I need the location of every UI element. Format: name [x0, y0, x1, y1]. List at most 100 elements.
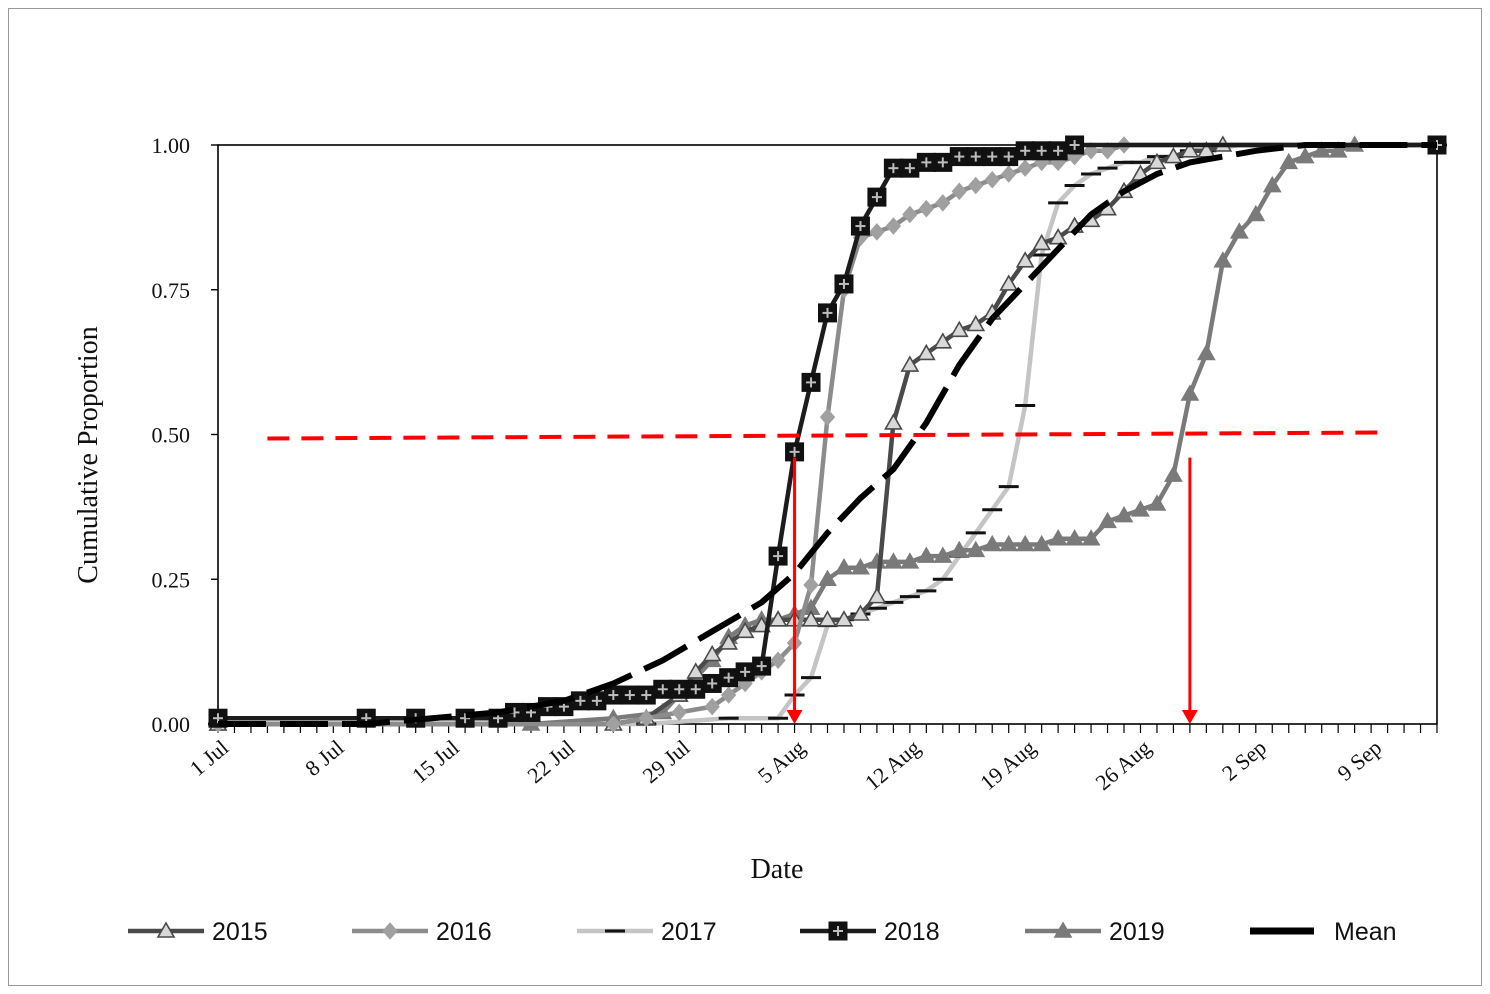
data-point: [770, 651, 786, 670]
data-point: [1279, 152, 1299, 170]
data-point: [686, 679, 706, 699]
triangle-marker: [966, 540, 986, 558]
x-tick-label: 15 Jul: [407, 735, 464, 788]
triangle-marker: [1048, 529, 1068, 546]
triangle-marker: [999, 534, 1019, 552]
data-point: [818, 303, 837, 323]
diamond-marker: [1001, 165, 1017, 183]
data-point: [719, 633, 739, 650]
data-point: [949, 147, 969, 167]
triangle-marker: [1196, 343, 1216, 361]
data-point: [671, 703, 687, 722]
data-point: [1015, 141, 1035, 161]
data-point: [1048, 529, 1068, 546]
diamond-marker: [803, 576, 819, 594]
data-point: [382, 922, 398, 940]
data-point: [966, 540, 986, 558]
data-point: [1001, 165, 1017, 183]
median-date-arrow: [786, 457, 803, 724]
median-date-arrow: [1181, 457, 1198, 724]
data-point: [916, 546, 936, 563]
arrow-head: [1181, 710, 1198, 724]
triangle-marker: [834, 558, 854, 575]
triangle-marker: [982, 534, 1002, 552]
diamond-marker: [918, 199, 935, 218]
legend-label: 2016: [436, 918, 492, 946]
triangle-marker: [1053, 921, 1073, 938]
data-point: [984, 170, 1000, 189]
data-point: [884, 413, 903, 430]
diamond-marker: [935, 194, 951, 212]
data-point: [884, 552, 903, 569]
data-point: [916, 152, 936, 172]
data-point: [735, 662, 755, 682]
y-tick-label: 1.00: [152, 133, 191, 158]
x-tick-label: 5 Aug: [753, 735, 810, 788]
triangle-marker: [1147, 152, 1167, 170]
y-tick-label: 0.75: [152, 278, 191, 303]
triangle-marker: [1147, 494, 1167, 511]
diamond-marker: [605, 715, 622, 733]
x-tick-label: 9 Sep: [1332, 735, 1386, 786]
data-point: [999, 274, 1019, 291]
data-point: [768, 546, 788, 566]
triangle-marker: [1180, 141, 1200, 158]
median-reference-line: [267, 430, 1388, 441]
triangle-marker: [1180, 384, 1200, 401]
triangle-marker: [1229, 222, 1249, 239]
data-point: [1229, 222, 1249, 239]
triangle-marker: [1312, 141, 1332, 158]
data-point: [900, 355, 920, 372]
series-line: [218, 142, 1437, 727]
data-point: [1131, 500, 1150, 517]
triangle-marker: [1015, 251, 1035, 268]
data-point: [702, 644, 722, 662]
data-point: [883, 158, 903, 178]
triangle-marker: [851, 604, 870, 621]
y-tick-label: 0.50: [152, 423, 191, 448]
data-point: [982, 147, 1002, 167]
legend-item-2017: 2017: [577, 918, 717, 946]
data-point: [752, 656, 772, 676]
data-point: [1032, 233, 1052, 251]
data-point: [720, 686, 737, 704]
triangle-marker: [867, 587, 887, 604]
data-point: [653, 679, 673, 699]
data-point: [951, 182, 967, 201]
data-point: [1246, 204, 1266, 222]
x-tick-label: 1 Jul: [185, 735, 233, 781]
x-tick-label: 12 Aug: [860, 735, 925, 795]
x-tick-label: 26 Aug: [1090, 735, 1155, 795]
data-point: [949, 540, 969, 558]
data-point: [1048, 228, 1068, 245]
data-point: [968, 176, 984, 195]
legend-item-2015: 2015: [128, 918, 268, 946]
data-point: [918, 199, 935, 218]
data-point: [851, 558, 870, 575]
data-point: [1147, 152, 1167, 170]
triangle-marker: [900, 355, 920, 372]
triangle-marker: [1131, 500, 1150, 517]
data-point: [935, 194, 951, 212]
x-tick-label: 8 Jul: [300, 735, 348, 781]
y-axis-title: Cumulative Proportion: [73, 326, 104, 583]
data-point: [803, 576, 819, 594]
x-tick-label: 2 Sep: [1217, 735, 1271, 786]
data-point: [702, 673, 722, 693]
triangle-marker: [1098, 511, 1117, 529]
data-point: [785, 442, 805, 462]
data-point: [818, 569, 837, 587]
data-point: [933, 152, 953, 172]
diamond-marker: [968, 176, 984, 195]
triangle-marker: [801, 610, 821, 627]
legend-label: 2017: [661, 918, 717, 946]
triangle-marker: [818, 569, 837, 587]
data-point: [933, 546, 953, 563]
data-point: [669, 679, 689, 699]
data-point: [1312, 141, 1332, 158]
legend-item-2018: 2018: [800, 918, 940, 946]
data-point: [686, 662, 706, 679]
data-point: [1015, 251, 1035, 268]
triangle-marker: [1262, 175, 1282, 193]
